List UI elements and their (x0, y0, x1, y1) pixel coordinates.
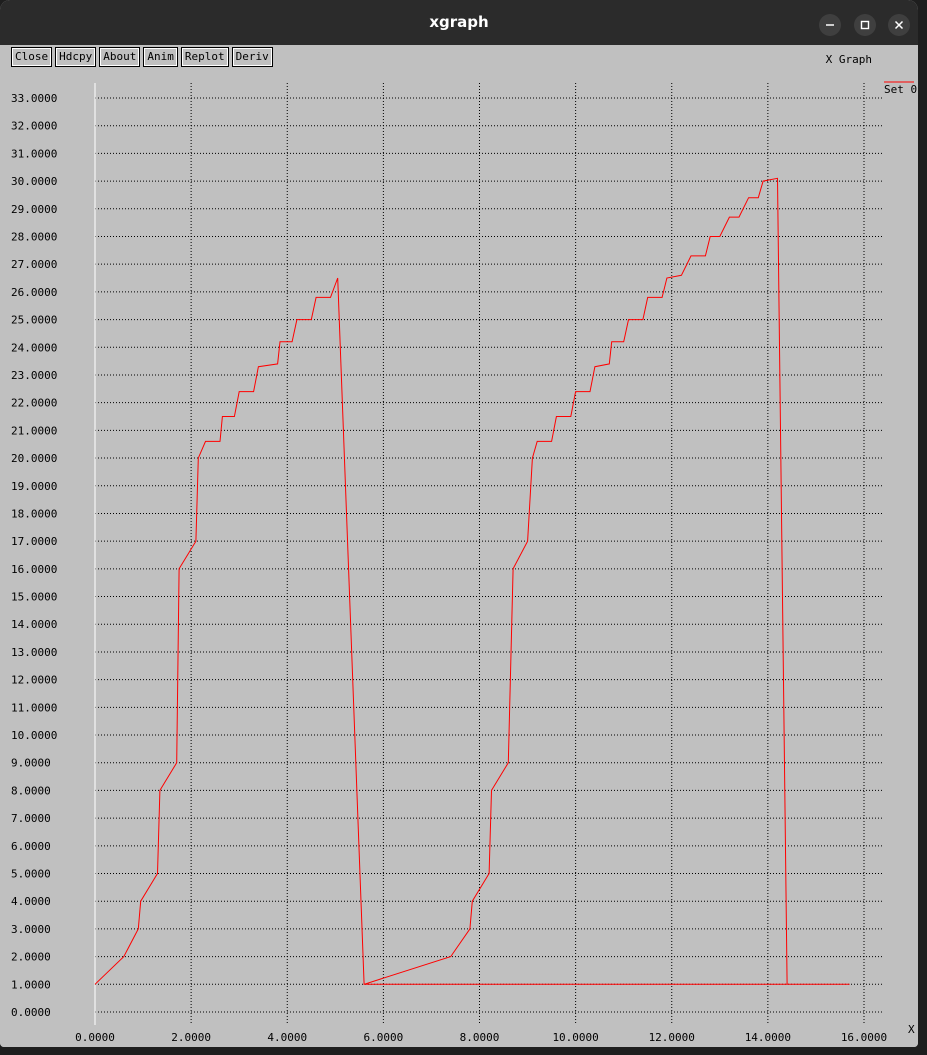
y-tick-label: 32.0000 (11, 120, 57, 133)
close-window-button[interactable] (888, 14, 910, 36)
x-axis-label: X (908, 1023, 915, 1036)
plot-canvas: 0.0000 1.0000 2.0000 3.0000 4.0000 5.0000 6.00… (11, 81, 917, 1044)
y-tick-label: 1.0000 (11, 978, 51, 991)
y-tick-label: 11.0000 (11, 701, 57, 714)
minimize-icon (826, 24, 834, 26)
y-tick-label: 15.0000 (11, 591, 57, 604)
close-button[interactable]: Close (11, 47, 53, 67)
maximize-icon (860, 20, 870, 30)
about-button[interactable]: About (99, 47, 141, 67)
hardcopy-button[interactable]: Hdcpy (55, 47, 97, 67)
y-tick-label: 26.0000 (11, 286, 57, 299)
y-tick-label: 20.0000 (11, 452, 57, 465)
x-tick-label: 14.0000 (745, 1031, 791, 1044)
y-tick-label: 7.0000 (11, 812, 51, 825)
x-tick-label: 6.0000 (364, 1031, 404, 1044)
y-tick-label: 31.0000 (11, 147, 57, 160)
y-tick-label: 8.0000 (11, 784, 51, 797)
y-tick-label: 3.0000 (11, 923, 51, 936)
y-tick-label: 10.0000 (11, 729, 57, 742)
graph-area: Close Hdcpy About Anim Replot Deriv X Gr… (0, 45, 918, 1047)
title-bar[interactable]: xgraph (0, 0, 918, 45)
animate-button[interactable]: Anim (143, 47, 178, 67)
x-tick-label: 8.0000 (460, 1031, 500, 1044)
y-tick-label: 27.0000 (11, 258, 57, 271)
grid (95, 83, 884, 1025)
y-tick-label: 0.0000 (11, 1006, 51, 1019)
y-tick-label: 25.0000 (11, 314, 57, 327)
series-group (94, 177, 850, 985)
toolbar: Close Hdcpy About Anim Replot Deriv (11, 47, 273, 67)
y-tick-label: 23.0000 (11, 369, 57, 382)
x-tick-label: 4.0000 (267, 1031, 307, 1044)
x-tick-label: 10.0000 (552, 1031, 598, 1044)
y-tick-label: 30.0000 (11, 175, 57, 188)
y-tick-label: 4.0000 (11, 895, 51, 908)
maximize-button[interactable] (854, 14, 876, 36)
y-tick-label: 17.0000 (11, 535, 57, 548)
y-tick-label: 29.0000 (11, 203, 57, 216)
derivative-button[interactable]: Deriv (231, 47, 273, 67)
close-icon (894, 20, 904, 30)
y-tick-label: 21.0000 (11, 424, 57, 437)
y-tick-label: 28.0000 (11, 230, 57, 243)
x-tick-label: 2.0000 (171, 1031, 211, 1044)
graph-title: X Graph (825, 53, 872, 66)
x-tick-label: 0.0000 (75, 1031, 115, 1044)
legend-label: Set 0 (884, 83, 917, 96)
tick-labels: 0.0000 1.0000 2.0000 3.0000 4.0000 5.0000 6.00… (11, 92, 887, 1044)
y-tick-label: 24.0000 (11, 341, 57, 354)
y-tick-label: 6.0000 (11, 840, 51, 853)
series-line-0 (94, 177, 850, 985)
y-tick-label: 14.0000 (11, 618, 57, 631)
replot-button[interactable]: Replot (180, 47, 229, 67)
window-title: xgraph (429, 13, 489, 31)
y-tick-label: 19.0000 (11, 480, 57, 493)
y-tick-label: 2.0000 (11, 951, 51, 964)
y-tick-label: 12.0000 (11, 674, 57, 687)
y-tick-label: 16.0000 (11, 563, 57, 576)
x-tick-label: 12.0000 (649, 1031, 695, 1044)
minimize-button[interactable] (819, 14, 841, 36)
x-tick-label: 16.0000 (841, 1031, 887, 1044)
y-tick-label: 33.0000 (11, 92, 57, 105)
y-tick-label: 18.0000 (11, 507, 57, 520)
legend: Set 0 (884, 81, 917, 96)
y-tick-label: 5.0000 (11, 868, 51, 881)
y-tick-label: 22.0000 (11, 397, 57, 410)
y-tick-label: 13.0000 (11, 646, 57, 659)
y-tick-label: 9.0000 (11, 757, 51, 770)
